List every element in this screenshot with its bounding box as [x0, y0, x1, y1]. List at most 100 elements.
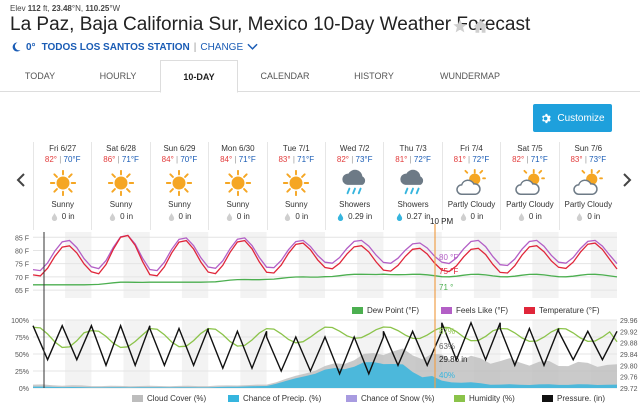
legend-dew-point[interactable]: Dew Point (°F): [352, 306, 419, 315]
legend-feels-like[interactable]: Feels Like (°F): [441, 306, 508, 315]
tab-history[interactable]: HISTORY: [354, 71, 394, 81]
legend-cloud-cover[interactable]: Cloud Cover (%): [132, 394, 206, 403]
y-tick-label: 75 F: [15, 262, 29, 269]
hi-lo-separator: |: [526, 155, 529, 164]
day-hi-lo: 83° | 73°F: [560, 155, 617, 166]
day-low: 71°F: [121, 155, 139, 164]
humidity-line: [32, 326, 618, 349]
next-arrow-icon[interactable]: [622, 172, 632, 188]
hi-lo-separator: |: [409, 155, 412, 164]
day-condition: Showers: [397, 200, 429, 209]
legend-label: Chance of Precip. (%): [243, 394, 322, 403]
station-name[interactable]: Todos Los Santos Station: [41, 41, 190, 53]
rain-cloud-icon: [384, 166, 441, 200]
legend-temperature[interactable]: Temperature (°F): [524, 306, 600, 315]
day-condition: Sunny: [226, 200, 250, 209]
day-low: 71°F: [297, 155, 315, 164]
legend-humidity[interactable]: Humidity (%): [454, 394, 515, 403]
legend-pressure[interactable]: Pressure. (in): [542, 394, 605, 403]
day-condition: Partly Cloudy: [447, 200, 496, 209]
day-hi-lo: 81° | 72°F: [384, 155, 441, 166]
page-title: La Paz, Baja California Sur, Mexico 10-D…: [10, 14, 531, 35]
day-condition: Sunny: [51, 200, 75, 209]
change-station-link[interactable]: CHANGE: [200, 41, 244, 53]
day-card[interactable]: Tue 7/1 83° | 71°F Sunny 0 in: [266, 142, 325, 230]
day-low: 72°F: [472, 155, 490, 164]
night-band: [65, 232, 92, 298]
day-date: Sun 7/6: [574, 144, 603, 153]
cursor-pressure: 29.86 in: [439, 355, 467, 364]
precip-chance-swatch: [228, 395, 239, 402]
cloud-cover-area: [33, 348, 617, 388]
day-card[interactable]: Sat 7/5 82° | 71°F Partly Cloudy 0 in: [500, 142, 558, 230]
day-card[interactable]: Fri 6/27 82° | 70°F Sunny 0 in: [33, 142, 91, 230]
day-precip-amount: 0 in: [236, 212, 250, 221]
partly-cloudy-icon: [560, 166, 617, 200]
y-tick-label: 100%: [11, 318, 29, 325]
home-icon[interactable]: [473, 19, 488, 34]
day-condition: Sunny: [109, 200, 133, 209]
station-bar: 0° Todos Los Santos Station | CHANGE: [10, 40, 258, 54]
customize-button[interactable]: Customize: [533, 104, 612, 132]
hi-lo-separator: |: [292, 155, 295, 164]
precip-chance-area: [33, 362, 617, 388]
day-low: 71°F: [238, 155, 256, 164]
day-card[interactable]: Fri 7/4 81° | 72°F Partly Cloudy 0 in: [441, 142, 500, 230]
y-tick-label: 80 F: [15, 248, 29, 255]
day-card[interactable]: Sat 6/28 86° | 71°F Sunny 0 in: [91, 142, 149, 230]
day-card[interactable]: Sun 7/6 83° | 73°F Partly Cloudy 0 in: [558, 142, 617, 230]
latitude-dir: °N,: [71, 4, 84, 13]
day-card[interactable]: Sun 6/29 84° | 70°F Sunny 0 in: [149, 142, 208, 230]
day-precip-amount: 0 in: [528, 212, 542, 221]
night-band: [181, 232, 209, 298]
day-high: 81°: [395, 155, 408, 164]
sun-icon: [209, 166, 266, 200]
series-line: [33, 273, 618, 286]
night-band: [240, 232, 267, 298]
day-card[interactable]: Thu 7/3 81° | 72°F Showers 0.27 in: [383, 142, 441, 230]
day-precip: 0 in: [501, 211, 558, 222]
prev-arrow-icon[interactable]: [16, 172, 26, 188]
y-tick-label: 0%: [19, 386, 29, 393]
day-card[interactable]: Mon 6/30 84° | 71°F Sunny 0 in: [208, 142, 266, 230]
y-tick-label: 50%: [15, 352, 29, 359]
day-low: 70°F: [63, 155, 81, 164]
favorite-star-icon[interactable]: [452, 18, 468, 34]
legend-snow-chance[interactable]: Chance of Snow (%): [346, 394, 434, 403]
raindrop-icon: [109, 212, 116, 221]
sun-icon: [92, 166, 149, 200]
tab-hourly[interactable]: HOURLY: [99, 71, 137, 81]
raindrop-icon: [51, 212, 57, 221]
night-band: [298, 232, 325, 298]
longitude: 110.25: [85, 4, 110, 13]
raindrop-icon: [460, 212, 466, 221]
cursor-time: 10 PM: [430, 217, 453, 226]
partly-cloudy-icon: [443, 166, 500, 200]
day-precip: 0 in: [268, 211, 325, 222]
tab-today[interactable]: TODAY: [24, 71, 56, 81]
day-card[interactable]: Wed 7/2 82° | 73°F Showers 0.29 in: [325, 142, 383, 230]
tab-calendar[interactable]: CALENDAR: [260, 71, 310, 81]
day-date: Fri 6/27: [49, 144, 77, 153]
day-precip: 0 in: [443, 211, 500, 222]
day-precip-amount: 0 in: [120, 212, 134, 221]
current-temperature: 0°: [26, 41, 36, 53]
sun-icon: [268, 166, 325, 200]
y2-tick-label: 29.84: [620, 352, 638, 359]
moon-icon: [12, 42, 21, 52]
rain-cloud-icon: [326, 166, 383, 200]
tab-10-day[interactable]: 10-DAY: [160, 60, 238, 93]
day-precip: 0 in: [560, 211, 617, 222]
y-tick-label: 70 F: [15, 275, 29, 282]
legend-precip-chance[interactable]: Chance of Precip. (%): [228, 394, 321, 403]
night-band: [590, 232, 617, 298]
tab-wundermap[interactable]: WUNDERMAP: [440, 71, 500, 81]
raindrop-icon: [577, 212, 583, 221]
day-high: 83°: [570, 155, 583, 164]
series-line: [32, 234, 618, 277]
chevron-down-icon[interactable]: [247, 43, 258, 51]
day-high: 83°: [278, 155, 291, 164]
y2-tick-label: 29.76: [620, 375, 638, 382]
legend-label: Cloud Cover (%): [147, 394, 207, 403]
